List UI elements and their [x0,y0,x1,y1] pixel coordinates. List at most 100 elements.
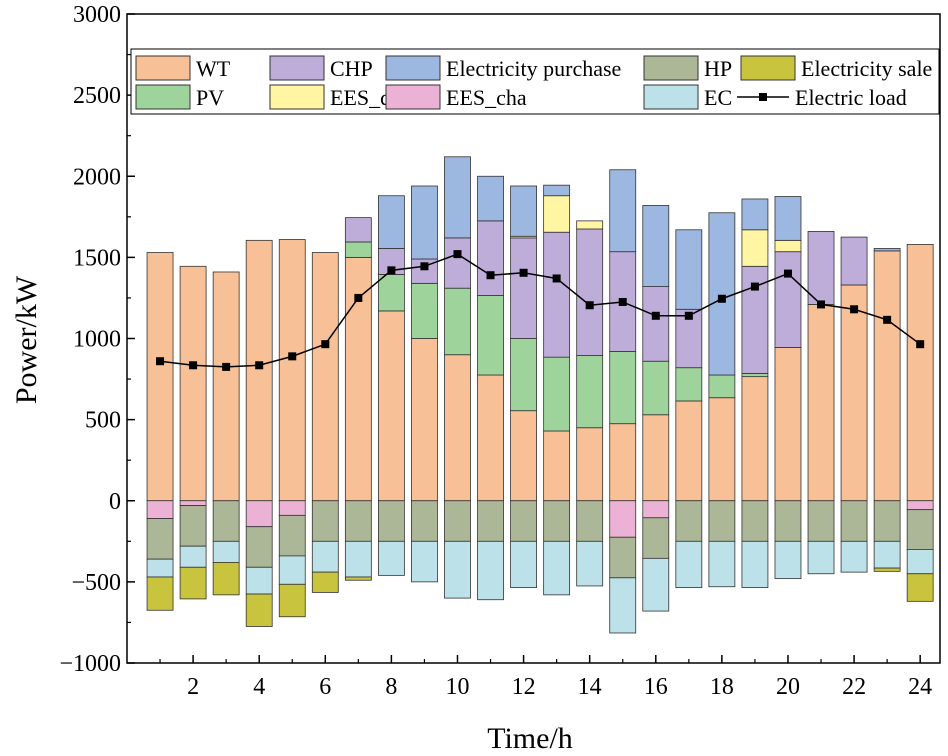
legend-ees-cha-swatch [385,84,441,110]
bar-ees-dis-h19 [741,229,769,267]
bar-hp-h14 [576,500,604,542]
bar-hp-h13 [543,500,571,542]
bar-ec-h7 [344,540,372,578]
bar-ec-h17 [675,540,703,588]
bar-ec-h5 [278,555,306,585]
bar-electricity-purchase-h13 [543,184,571,197]
bar-ec-h22 [840,540,868,573]
legend-electric-load-marker [759,93,767,101]
legend-wt-label: WT [196,56,231,81]
electric-load-point-h15 [618,297,627,306]
legend-ees-cha-label: EES_cha [446,85,527,110]
bar-hp-h22 [840,500,868,542]
legend-electricity-purchase-swatch [385,55,441,81]
bar-chp-h21 [807,231,835,305]
bar-wt-h7 [344,256,372,502]
bar-wt-h21 [807,304,835,502]
bar-hp-h20 [774,500,802,542]
bar-wt-h16 [642,414,670,502]
bar-electricity-purchase-h9 [411,185,438,260]
bar-electricity-sale-h6 [311,571,339,593]
bar-wt-h4 [245,239,273,502]
bar-pv-h7 [344,241,372,258]
electric-load-point-h8 [387,266,396,275]
legend-pv-swatch [135,84,191,110]
bar-chp-h16 [642,286,670,362]
bar-ees-dis-h20 [774,239,802,253]
x-axis-title: Time/h [487,722,573,755]
electric-load-point-h13 [552,274,561,283]
electric-load-point-h5 [288,352,297,361]
bar-pv-h19 [741,372,769,378]
bar-hp-h21 [807,500,835,542]
electric-load-line [159,253,921,368]
bar-electricity-purchase-h10 [444,156,471,239]
y-tick-label: 2000 [73,164,121,190]
electric-load-point-h10 [453,250,462,259]
bar-wt-h11 [477,374,504,502]
x-tick-label: 6 [319,674,331,700]
bar-ees-cha-h2 [179,500,207,507]
legend-ec-swatch [643,84,699,110]
bar-hp-h5 [278,514,306,557]
bar-wt-h13 [543,430,571,502]
bar-hp-h15 [609,536,637,579]
bar-chp-h20 [774,251,802,348]
electric-load-point-h4 [255,361,264,370]
bar-electricity-purchase-h12 [510,185,537,237]
bar-hp-h8 [377,500,405,542]
legend-wt-swatch [135,55,191,81]
bar-ec-h11 [477,540,504,601]
bar-ees-dis-h13 [543,195,571,233]
y-axis-title: Power/kW [10,275,43,404]
bar-electricity-sale-h7 [344,576,372,581]
bar-ec-h21 [807,540,835,575]
bar-electricity-sale-h2 [179,566,207,600]
bar-hp-h18 [708,500,736,542]
bar-pv-h12 [510,338,537,412]
electric-load-point-h17 [684,311,693,320]
legend-box [130,48,940,115]
bar-wt-h19 [741,376,769,502]
bar-chp-h12 [510,237,537,339]
bar-ees-cha-h5 [278,500,306,516]
bar-ec-h9 [411,540,438,583]
electric-load-point-h11 [486,271,495,280]
bar-electricity-sale-h3 [212,562,240,596]
bar-hp-h19 [741,500,769,542]
bar-pv-h14 [576,355,604,429]
legend-ees-dis-swatch [269,84,325,110]
bar-pv-h16 [642,360,670,416]
bar-hp-h24 [906,509,934,550]
bar-chp-h7 [344,217,372,243]
bar-pv-h15 [609,351,637,425]
bar-ec-h3 [212,540,240,563]
electric-load-point-h6 [321,340,330,349]
bar-hp-h10 [444,500,471,542]
bar-wt-h12 [510,410,537,502]
load-line-layer [156,250,925,371]
bar-ees-cha-h1 [146,500,174,519]
x-tick-label: 4 [253,674,265,700]
bar-wt-h2 [179,265,207,502]
bar-wt-h24 [906,243,934,502]
bar-pv-h9 [411,282,438,339]
bar-ec-h18 [708,540,736,588]
bar-ec-h4 [245,566,273,595]
bar-electricity-sale-h1 [146,576,174,611]
bar-chp-h11 [477,220,504,296]
bar-hp-h9 [411,500,438,542]
bar-ees-cha-h15 [609,500,637,538]
x-tick-label: 10 [445,674,469,700]
y-tick-label: 500 [85,408,121,434]
bar-pv-h8 [377,274,405,312]
bar-electricity-purchase-h11 [477,175,504,222]
y-tick-label: 3000 [73,2,121,28]
bar-ec-h15 [609,577,637,634]
bar-electricity-purchase-h23 [873,248,901,252]
bar-ees-cha-h16 [642,500,670,519]
bar-hp-h11 [477,500,504,542]
bar-wt-h20 [774,347,802,502]
bar-ec-h13 [543,540,571,596]
